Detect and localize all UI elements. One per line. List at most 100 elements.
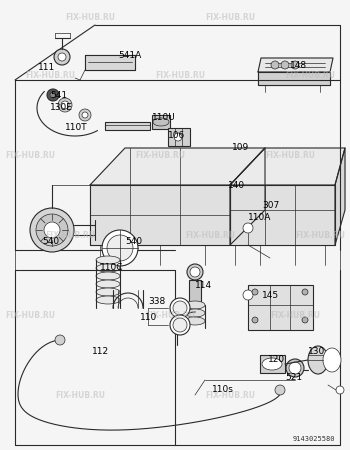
Ellipse shape — [185, 317, 205, 325]
Circle shape — [58, 53, 66, 61]
Circle shape — [82, 112, 88, 118]
Text: 541A: 541A — [118, 50, 141, 59]
Text: FIX-HUB.RU: FIX-HUB.RU — [205, 14, 255, 22]
Text: 114: 114 — [195, 280, 212, 289]
Text: 110A: 110A — [248, 213, 271, 222]
Bar — [152, 115, 170, 129]
Text: FIX-HUB.RU: FIX-HUB.RU — [5, 310, 55, 320]
Text: 338: 338 — [148, 297, 165, 306]
Text: 130E: 130E — [50, 104, 73, 112]
Ellipse shape — [96, 288, 120, 296]
Text: FIX-HUB.RU: FIX-HUB.RU — [155, 71, 205, 80]
Text: 110C: 110C — [100, 264, 124, 273]
Text: FIX-HUB.RU: FIX-HUB.RU — [145, 310, 195, 320]
Text: 111: 111 — [38, 63, 55, 72]
Circle shape — [61, 101, 69, 109]
Polygon shape — [90, 148, 265, 185]
Text: 521: 521 — [285, 374, 302, 382]
Ellipse shape — [185, 309, 205, 317]
Bar — [105, 122, 150, 130]
Text: FIX-HUB.RU: FIX-HUB.RU — [55, 391, 105, 400]
Text: 112: 112 — [92, 347, 109, 356]
Circle shape — [187, 264, 203, 280]
Polygon shape — [230, 148, 345, 185]
Circle shape — [55, 335, 65, 345]
Ellipse shape — [153, 118, 169, 126]
Circle shape — [54, 49, 70, 65]
Ellipse shape — [185, 301, 205, 309]
Text: FIX-HUB.RU: FIX-HUB.RU — [65, 14, 115, 22]
Text: FIX-HUB.RU: FIX-HUB.RU — [185, 230, 235, 239]
Text: FIX-HUB.RU: FIX-HUB.RU — [205, 391, 255, 400]
Polygon shape — [258, 58, 333, 72]
Circle shape — [170, 315, 190, 335]
Text: 120: 120 — [268, 356, 285, 364]
Circle shape — [252, 317, 258, 323]
Circle shape — [36, 214, 68, 246]
Polygon shape — [335, 148, 345, 245]
Circle shape — [302, 317, 308, 323]
Circle shape — [252, 289, 258, 295]
Circle shape — [190, 267, 200, 277]
Circle shape — [271, 61, 279, 69]
Circle shape — [174, 133, 182, 141]
Ellipse shape — [96, 296, 120, 304]
Circle shape — [243, 223, 253, 233]
Circle shape — [286, 359, 304, 377]
Circle shape — [102, 230, 138, 266]
Text: 110U: 110U — [152, 113, 176, 122]
Circle shape — [289, 362, 301, 374]
Circle shape — [281, 61, 289, 69]
Text: 110s: 110s — [212, 386, 234, 395]
Ellipse shape — [323, 348, 341, 372]
Text: 109: 109 — [232, 144, 249, 153]
Text: 140: 140 — [228, 180, 245, 189]
Ellipse shape — [96, 272, 120, 280]
Circle shape — [44, 222, 60, 238]
Circle shape — [47, 89, 59, 101]
Circle shape — [291, 61, 299, 69]
Text: 541: 541 — [50, 90, 67, 99]
Ellipse shape — [96, 280, 120, 288]
Circle shape — [30, 208, 74, 252]
Circle shape — [302, 289, 308, 295]
Polygon shape — [85, 55, 135, 70]
Text: FIX-HUB.RU: FIX-HUB.RU — [285, 71, 335, 80]
Text: FIX-HUB.RU: FIX-HUB.RU — [25, 71, 75, 80]
Text: FIX-HUB.RU: FIX-HUB.RU — [45, 230, 95, 239]
Circle shape — [107, 235, 133, 261]
Ellipse shape — [96, 264, 120, 272]
Text: 110T: 110T — [65, 123, 88, 132]
Text: 145: 145 — [262, 291, 279, 300]
Text: FIX-HUB.RU: FIX-HUB.RU — [5, 150, 55, 159]
Text: 106: 106 — [168, 130, 185, 140]
Polygon shape — [90, 185, 230, 245]
Polygon shape — [230, 185, 335, 245]
Circle shape — [58, 98, 72, 112]
Ellipse shape — [308, 346, 328, 374]
Text: 307: 307 — [262, 201, 279, 210]
Circle shape — [173, 301, 187, 315]
Bar — [168, 128, 190, 146]
Text: 9143025580: 9143025580 — [293, 436, 335, 442]
Text: FIX-HUB.RU: FIX-HUB.RU — [135, 150, 185, 159]
Bar — [189, 280, 201, 305]
Text: 130: 130 — [308, 347, 325, 356]
Text: FIX-HUB.RU: FIX-HUB.RU — [270, 310, 320, 320]
Circle shape — [275, 385, 285, 395]
Circle shape — [79, 109, 91, 121]
Circle shape — [50, 92, 56, 98]
Circle shape — [243, 290, 253, 300]
Text: FIX-HUB.RU: FIX-HUB.RU — [295, 230, 345, 239]
Text: 148: 148 — [290, 60, 307, 69]
Circle shape — [173, 318, 187, 332]
Circle shape — [170, 298, 190, 318]
Ellipse shape — [262, 358, 282, 370]
Text: 540: 540 — [42, 238, 59, 247]
Text: 110: 110 — [140, 314, 157, 323]
Circle shape — [336, 386, 344, 394]
Polygon shape — [230, 148, 265, 245]
Bar — [248, 285, 313, 330]
Text: 540: 540 — [125, 238, 142, 247]
Bar — [260, 355, 285, 373]
